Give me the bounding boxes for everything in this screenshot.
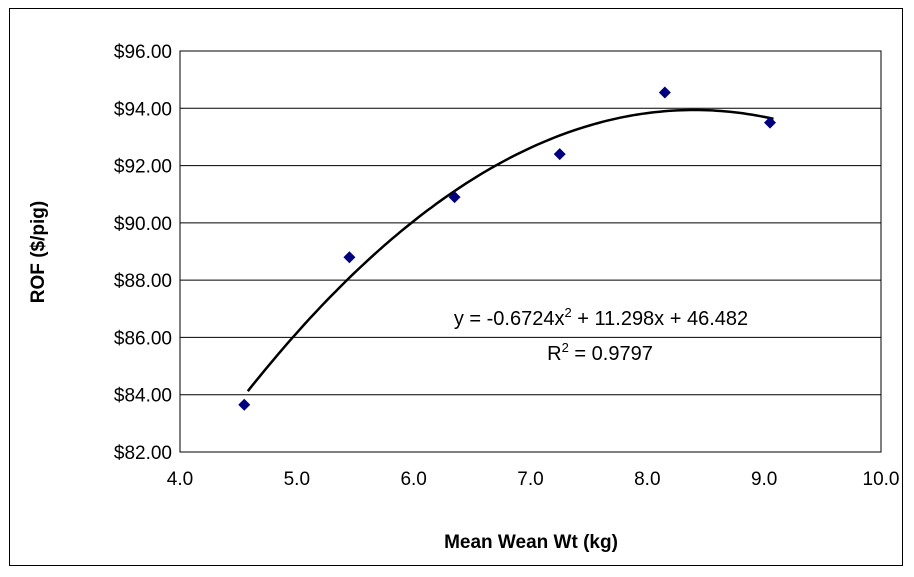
x-axis-title: Mean Wean Wt (kg): [444, 532, 618, 553]
y-tick-label: $84.00: [114, 386, 172, 407]
r-squared-label: R2 = 0.9797: [547, 340, 653, 365]
x-tick-label: 4.0: [167, 469, 193, 490]
data-point: [553, 148, 566, 161]
x-tick-label: 5.0: [284, 469, 310, 490]
x-tick-label: 6.0: [400, 469, 426, 490]
y-tick-label: $86.00: [114, 328, 172, 349]
x-tick-label: 8.0: [634, 469, 660, 490]
trendline: [246, 108, 774, 392]
trendline-equation: y = -0.6724x2 + 11.298x + 46.482: [454, 305, 748, 330]
y-tick-label: $82.00: [114, 443, 172, 464]
y-tick-label: $90.00: [114, 214, 172, 235]
y-tick-label: $88.00: [114, 271, 172, 292]
gridlines: [180, 50, 881, 453]
x-tick-label: 7.0: [517, 469, 543, 490]
data-points: [238, 86, 777, 411]
x-tick-labels: 4.0 5.0 6.0 7.0 8.0 9.0 10.0: [167, 469, 900, 490]
data-point: [448, 191, 461, 204]
y-tick-label: $94.00: [114, 99, 172, 120]
y-axis-title: ROF ($/pig): [28, 201, 49, 303]
data-point: [238, 398, 251, 411]
data-point: [764, 116, 777, 129]
x-tick-label: 10.0: [863, 469, 900, 490]
y-tick-label: $96.00: [114, 42, 172, 63]
chart-frame: [9, 8, 903, 566]
data-point: [343, 251, 356, 264]
plot-area: [179, 50, 882, 453]
y-tick-label: $92.00: [114, 157, 172, 178]
y-tick-labels: $82.00 $84.00 $86.00 $88.00 $90.00 $92.00 $94.…: [114, 42, 172, 464]
data-point: [658, 86, 671, 99]
x-tick-label: 9.0: [751, 469, 777, 490]
